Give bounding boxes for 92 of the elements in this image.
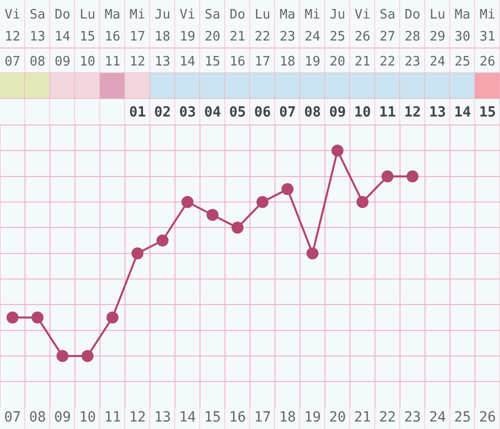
x2-tick-label: 06 xyxy=(254,104,271,121)
x2-tick-label: 11 xyxy=(379,104,396,121)
x-tick-label: Mi 24 xyxy=(304,7,320,44)
x-tick-label: 22 xyxy=(379,410,396,426)
point xyxy=(406,170,418,182)
point xyxy=(232,222,244,234)
x2-tick-label: 09 xyxy=(54,54,70,70)
x-tick-label: Sa 27 xyxy=(380,7,396,44)
x2-tick-label: 14 xyxy=(454,104,471,121)
x2-tick-label: 16 xyxy=(230,54,246,70)
x2-tick-label: 10 xyxy=(80,54,96,70)
x-tick-label: 24 xyxy=(429,410,446,426)
point xyxy=(382,170,394,182)
x-tick-label: Ju 18 xyxy=(154,7,170,44)
point xyxy=(32,312,44,324)
x-tick-label: Sa 20 xyxy=(204,7,220,44)
x-tick-label: 13 xyxy=(154,410,171,426)
x-tick-label: 21 xyxy=(354,410,371,426)
x2-tick-label: 10 xyxy=(354,104,371,121)
x2-tick-label: 13 xyxy=(429,104,446,121)
x-tick-label: 20 xyxy=(329,410,346,426)
x2-tick-label: 15 xyxy=(204,54,220,70)
x2-tick-label: 07 xyxy=(279,104,296,121)
x2-tick-label: 14 xyxy=(180,54,196,70)
x-tick-label: Lu 29 xyxy=(430,7,446,44)
point xyxy=(82,350,94,362)
point xyxy=(6,312,18,324)
x-tick-label: Lu 15 xyxy=(80,7,96,44)
x2-tick-label: 17 xyxy=(254,54,270,70)
x2-tick-label: 03 xyxy=(179,104,196,121)
point xyxy=(356,196,368,208)
x-tick-label: 12 xyxy=(129,410,146,426)
point xyxy=(256,196,268,208)
point xyxy=(156,234,168,247)
x2-tick-label: 15 xyxy=(479,104,496,121)
x2-tick-label: 04 xyxy=(204,104,221,121)
x2-tick-label: 21 xyxy=(354,54,370,70)
x2-tick-label: 19 xyxy=(304,54,320,70)
x2-tick-label: 13 xyxy=(154,54,170,70)
x-tick-label: 14 xyxy=(179,410,196,426)
x-tick-label: Ma 16 xyxy=(104,7,120,44)
x-tick-label: Ma 30 xyxy=(454,7,470,44)
x-tick-label: 23 xyxy=(404,410,421,426)
point xyxy=(332,144,344,157)
x2-tick-label: 07 xyxy=(4,54,20,70)
x-tick-label: Ju 25 xyxy=(330,7,346,44)
x-tick-label: 15 xyxy=(204,410,221,426)
x-tick-label: 09 xyxy=(54,410,71,426)
x-tick-label: Lu 22 xyxy=(254,7,270,44)
x2-tick-label: 12 xyxy=(404,104,421,121)
x-tick-label: Mi 17 xyxy=(130,7,146,44)
point xyxy=(306,247,318,260)
point xyxy=(282,183,294,196)
x2-tick-label: 05 xyxy=(229,104,246,121)
x-tick-label: Mi 31 xyxy=(480,7,496,44)
x-tick-label: Vi 12 xyxy=(4,7,20,44)
point xyxy=(182,196,194,208)
x2-tick-label: 24 xyxy=(430,54,446,70)
x-tick-label: 17 xyxy=(254,410,271,426)
x-tick-label: Vi 19 xyxy=(180,7,196,44)
x2-tick-label: 26 xyxy=(480,54,496,70)
x-tick-label: 25 xyxy=(454,410,471,426)
x-tick-label: 19 xyxy=(304,410,321,426)
x-tick-label: 11 xyxy=(104,410,121,426)
x-tick-label: 08 xyxy=(29,410,46,426)
x2-tick-label: 08 xyxy=(30,54,46,70)
x-tick-label: Do 28 xyxy=(404,7,420,44)
x-tick-label: 18 xyxy=(279,410,296,426)
x-tick-label: Vi 26 xyxy=(354,7,370,44)
x2-tick-label: 11 xyxy=(104,54,120,70)
x2-tick-label: 12 xyxy=(130,54,146,70)
x-tick-label: 16 xyxy=(229,410,246,426)
x2-tick-label: 22 xyxy=(380,54,396,70)
point xyxy=(56,350,68,362)
x2-tick-label: 18 xyxy=(280,54,296,70)
x-tick-label: Do 14 xyxy=(54,7,70,44)
x-tick-label: Sa 13 xyxy=(30,7,46,44)
x2-tick-label: 09 xyxy=(329,104,346,121)
x-tick-label: 26 xyxy=(479,410,496,426)
x2-tick-label: 20 xyxy=(330,54,346,70)
x-tick-label: Do 21 xyxy=(230,7,246,44)
x-tick-label: 10 xyxy=(79,410,96,426)
x2-tick-label: 25 xyxy=(454,54,470,70)
x2-tick-label: 08 xyxy=(304,104,321,121)
point xyxy=(106,312,118,324)
point xyxy=(132,247,144,260)
point xyxy=(206,208,218,221)
x2-tick-label: 01 xyxy=(129,104,146,121)
x2-tick-label: 02 xyxy=(154,104,171,121)
x-tick-label: Ma 23 xyxy=(280,7,296,44)
x2-tick-label: 23 xyxy=(404,54,420,70)
x-tick-label: 07 xyxy=(4,410,21,426)
